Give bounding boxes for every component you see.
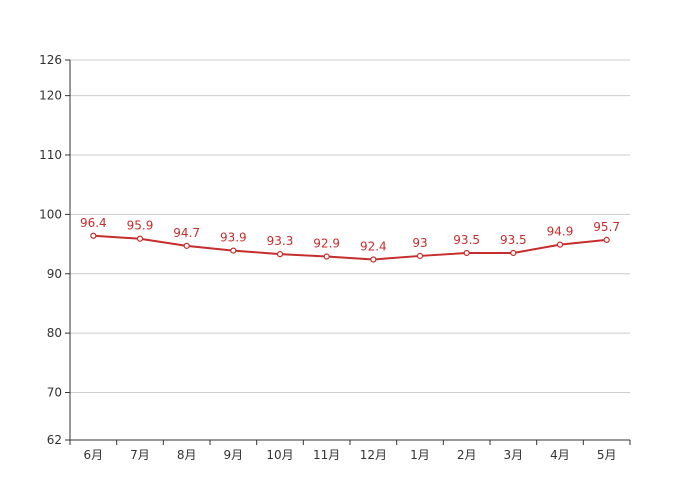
data-point — [323, 253, 330, 260]
y-tick-label: 70 — [47, 386, 62, 400]
data-label: 93.5 — [453, 233, 480, 247]
x-tick-label: 5月 — [597, 448, 617, 462]
x-tick-label: 2月 — [457, 448, 477, 462]
data-point — [370, 256, 377, 263]
data-point — [230, 247, 237, 254]
data-point — [463, 249, 470, 257]
y-tick-label: 100 — [39, 207, 62, 221]
x-tick-label: 8月 — [177, 448, 197, 462]
data-point — [136, 235, 144, 242]
series-line — [93, 234, 607, 261]
data-label: 95.9 — [127, 219, 154, 233]
x-tick-label: 9月 — [224, 448, 244, 462]
x-tick-label: 1月 — [410, 448, 430, 462]
y-tick-label: 62 — [47, 433, 62, 447]
data-point — [90, 232, 97, 239]
data-point — [183, 242, 190, 249]
data-label: 92.4 — [360, 240, 387, 254]
data-label: 92.9 — [313, 237, 340, 251]
data-label: 94.7 — [173, 226, 200, 240]
x-tick-label: 3月 — [504, 448, 524, 462]
x-tick-label: 4月 — [550, 448, 570, 462]
data-label: 94.9 — [547, 225, 574, 239]
data-point — [556, 241, 564, 248]
x-tick-label: 12月 — [360, 448, 387, 462]
data-label: 93.3 — [267, 234, 294, 248]
x-axis-ticks: 6月 7月 8月 9月 10月 11月 12月 1月 2月 3月 4月 5月 — [69, 440, 631, 462]
series: 96.4 95.9 94.7 93.9 93.3 92.9 92.4 93 93.5 93.5 94… — [80, 216, 620, 263]
y-tick-label: 120 — [39, 89, 62, 103]
x-tick-label: 6月 — [84, 448, 104, 462]
y-axis-ticks: 62 70 80 90 100 110 120 126 — [39, 53, 70, 447]
data-label: 93.9 — [220, 231, 247, 245]
y-tick-label: 80 — [47, 326, 62, 340]
axes — [69, 60, 630, 441]
y-tick-label: 110 — [39, 148, 62, 162]
y-tick-label: 90 — [47, 267, 62, 281]
y-tick-label: 126 — [39, 53, 62, 67]
gridlines — [70, 59, 630, 393]
x-tick-label: 10月 — [266, 448, 293, 462]
data-label: 96.4 — [80, 216, 107, 230]
data-point — [603, 236, 610, 244]
x-tick-label: 7月 — [130, 448, 150, 462]
data-label: 93.5 — [500, 233, 527, 247]
data-point — [510, 249, 517, 257]
x-tick-label: 11月 — [313, 448, 340, 462]
data-label: 95.7 — [593, 220, 620, 234]
data-label: 93 — [412, 236, 427, 250]
data-point — [416, 252, 424, 260]
data-point — [276, 251, 284, 258]
